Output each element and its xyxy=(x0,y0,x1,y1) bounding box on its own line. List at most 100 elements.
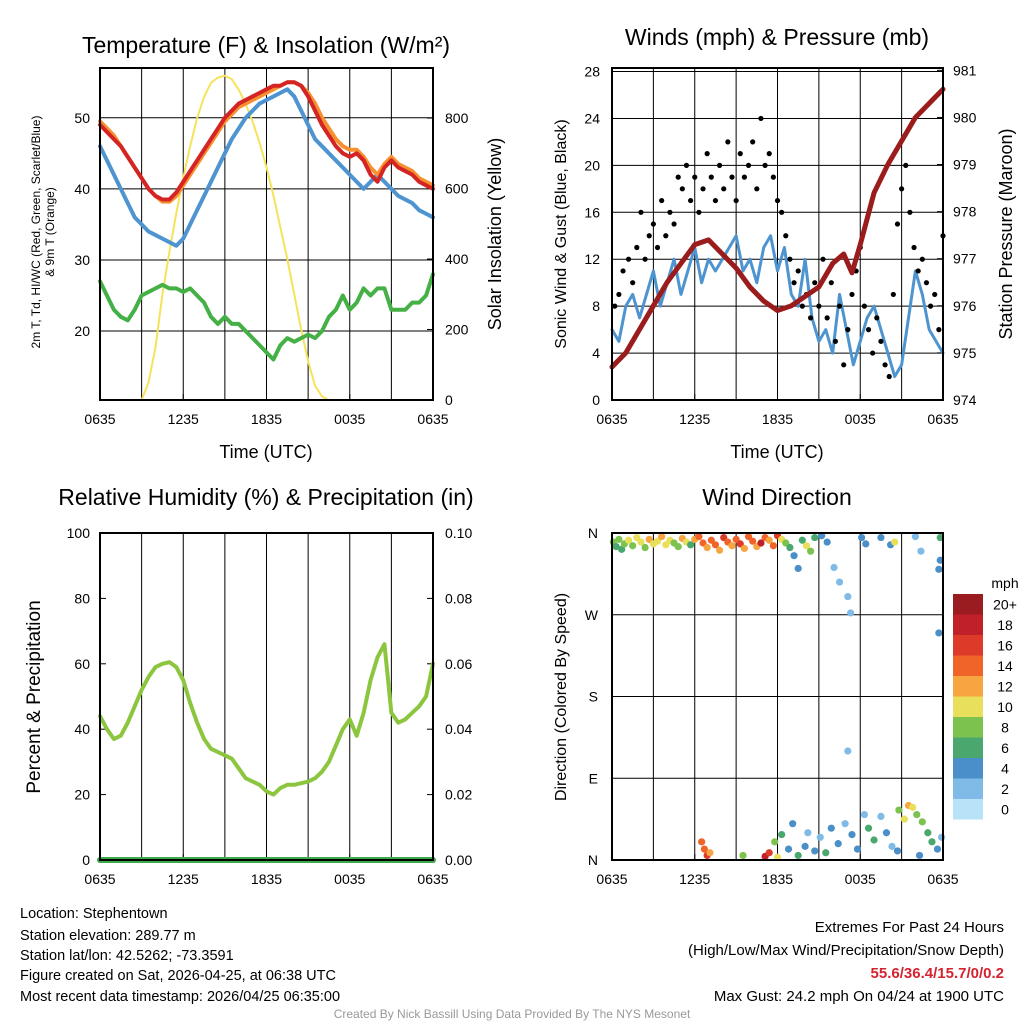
gust-point xyxy=(683,162,690,168)
wind-direction-point xyxy=(765,849,773,857)
wind-direction-point xyxy=(891,538,899,546)
y-tick-label: 80 xyxy=(74,590,90,606)
wind-direction-point xyxy=(844,747,852,755)
y-right-tick-label: 0.08 xyxy=(445,590,472,606)
gust-point xyxy=(675,174,681,180)
y-tick-label: 50 xyxy=(74,110,90,126)
gust-point xyxy=(824,315,830,321)
wind-direction-point xyxy=(736,540,744,548)
wind-direction-point xyxy=(888,842,896,850)
wind-direction-point xyxy=(924,829,932,837)
y-right-axis-label: Solar Insolation (Yellow) xyxy=(485,138,505,330)
series-line-dew-point xyxy=(98,272,435,362)
y-right-tick-label: 976 xyxy=(953,298,977,314)
y-tick-label: 0 xyxy=(592,392,600,408)
gust-point xyxy=(638,209,644,215)
gust-point xyxy=(671,221,677,227)
wind-direction-point xyxy=(909,803,917,811)
gust-point xyxy=(646,233,652,239)
gust-point xyxy=(762,162,768,168)
wind-direction-point xyxy=(637,538,645,546)
gust-point xyxy=(630,280,636,286)
y-tick-label: 12 xyxy=(584,251,600,267)
x-tick-label: 0035 xyxy=(334,411,365,427)
wind-direction-point xyxy=(784,845,793,853)
gust-point xyxy=(799,303,805,309)
gust-point xyxy=(870,350,876,356)
y-right-tick-label: 981 xyxy=(953,62,977,78)
x-tick-label: 1835 xyxy=(251,411,282,427)
chart-title-humidity: Relative Humidity (%) & Precipitation (i… xyxy=(58,484,473,510)
x-tick-label: 0635 xyxy=(596,871,627,887)
colorbar-label: 8 xyxy=(1001,719,1009,735)
gust-point xyxy=(616,291,622,298)
x-tick-label: 1235 xyxy=(168,871,199,887)
gust-point xyxy=(907,209,913,215)
colorbar-label: 0 xyxy=(1001,801,1009,817)
wind-direction-point xyxy=(807,547,815,555)
gust-point xyxy=(795,268,801,274)
x-tick-label: 1835 xyxy=(251,871,282,887)
gust-point xyxy=(642,256,648,262)
y-right-tick-label: 0.06 xyxy=(445,656,472,672)
wind-direction-point xyxy=(789,820,797,828)
gust-point xyxy=(791,280,797,286)
wind-direction-point xyxy=(918,818,926,826)
y-right-tick-label: 0.04 xyxy=(445,721,472,737)
colorbar-swatch xyxy=(953,758,983,779)
gust-point xyxy=(708,174,714,180)
wind-direction-point xyxy=(877,812,885,821)
gust-point xyxy=(770,174,776,180)
gust-point xyxy=(721,186,727,192)
wind-direction-point xyxy=(935,629,943,637)
plot-frame xyxy=(99,532,434,861)
y-tick-label: 20 xyxy=(584,157,600,173)
wind-direction-point xyxy=(804,829,812,837)
y-axis-label-line1: 2m T, Td, HI/WC (Red, Green, Scarlet/Blu… xyxy=(29,116,43,349)
wind-direction-point xyxy=(658,533,666,541)
wind-direction-point xyxy=(816,833,824,841)
colorbar-swatch xyxy=(953,737,983,758)
colorbar-label: 2 xyxy=(1001,781,1009,797)
wind-direction-point xyxy=(823,538,831,546)
y-tick-label: 16 xyxy=(584,204,600,220)
y-tick-label: 40 xyxy=(74,721,90,737)
x-tick-label: 0635 xyxy=(927,411,958,427)
gust-point xyxy=(700,186,706,192)
wind-direction-point xyxy=(798,536,806,544)
y-right-tick-label: 0.10 xyxy=(445,525,472,541)
wind-direction-point xyxy=(765,536,773,544)
gust-point xyxy=(692,174,698,180)
wind-direction-point xyxy=(853,845,862,853)
plot-frame xyxy=(611,67,944,401)
wind-direction-point xyxy=(917,547,925,555)
x-axis-label: Time (UTC) xyxy=(219,442,312,462)
series-line-2m-t xyxy=(98,80,435,202)
wind-direction-point xyxy=(645,535,653,543)
wind-direction-point xyxy=(633,533,641,542)
gust-point xyxy=(774,197,781,204)
x-tick-label: 1235 xyxy=(679,871,710,887)
gust-point xyxy=(899,186,905,192)
wind-direction-point xyxy=(835,578,844,586)
gust-point xyxy=(625,256,632,262)
credit-text: Created By Nick Bassill Using Data Provi… xyxy=(333,1007,691,1021)
x-tick-label: 0635 xyxy=(596,411,627,427)
wind-direction-point xyxy=(629,542,637,550)
wind-direction-point xyxy=(848,830,856,839)
gust-point xyxy=(865,327,872,333)
gust-point xyxy=(733,197,739,204)
wind-direction-point xyxy=(707,536,715,544)
colorbar-label: 18 xyxy=(997,617,1013,633)
wind-direction-point xyxy=(830,563,838,572)
chart-title-winds: Winds (mph) & Pressure (mb) xyxy=(625,24,929,50)
gust-point xyxy=(812,280,818,286)
y-tick-label: 100 xyxy=(67,525,91,541)
colorbar-swatch xyxy=(953,594,983,615)
gust-point xyxy=(620,268,626,274)
wind-direction-point xyxy=(870,836,878,844)
wind-direction-point xyxy=(706,849,714,857)
wind-direction-point xyxy=(662,541,670,549)
x-tick-label: 0635 xyxy=(417,411,448,427)
colorbar-label: 6 xyxy=(1001,740,1009,756)
